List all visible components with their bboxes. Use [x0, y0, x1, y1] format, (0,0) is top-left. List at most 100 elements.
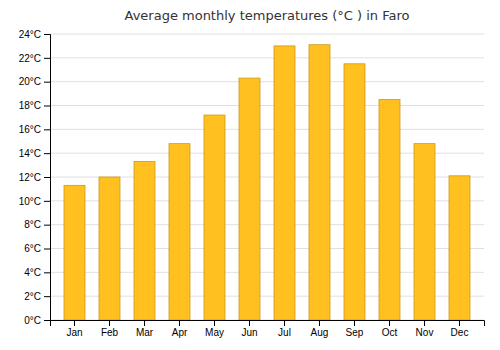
tick-label: 10°C	[19, 196, 41, 207]
tick-mark	[249, 320, 250, 326]
y-tick: 18°C	[19, 100, 50, 111]
tick-label: Apr	[172, 327, 188, 338]
axis-line	[44, 35, 51, 321]
y-tick: 2°C	[24, 291, 50, 302]
y-tick: 22°C	[19, 53, 50, 64]
bar	[274, 46, 295, 320]
bar	[414, 144, 435, 320]
tick-mark	[44, 249, 50, 250]
x-axis: Jan Feb Mar Apr May Jun Jul Aug Sep Oct Nov Dec	[51, 320, 485, 338]
bar	[239, 78, 260, 320]
tick-label: Jan	[66, 327, 82, 338]
tick-label: 14°C	[19, 148, 41, 159]
x-tick: Aug	[311, 320, 329, 338]
x-tick: Jul	[278, 320, 291, 338]
tick-mark	[214, 320, 215, 326]
tick-label: 8°C	[24, 219, 41, 230]
tick-mark	[44, 296, 50, 297]
tick-label: Dec	[451, 327, 469, 338]
tick-label: Mar	[136, 327, 154, 338]
x-tick: May	[205, 320, 224, 338]
grid-line	[50, 34, 484, 35]
y-tick: 8°C	[24, 219, 50, 230]
tick-mark	[44, 82, 50, 83]
grid-line	[50, 57, 484, 58]
tick-mark	[144, 320, 145, 326]
tick-mark	[44, 272, 50, 273]
tick-label: Sep	[346, 327, 364, 338]
tick-label: 0°C	[24, 315, 41, 326]
bar	[99, 177, 120, 320]
x-tick: Sep	[346, 320, 364, 338]
y-tick: 4°C	[24, 267, 50, 278]
y-tick: 14°C	[19, 148, 50, 159]
y-tick: 6°C	[24, 243, 50, 254]
tick-mark	[44, 106, 50, 107]
tick-label: Aug	[311, 327, 329, 338]
tick-mark	[459, 320, 460, 326]
tick-mark	[44, 225, 50, 226]
grid-line	[50, 129, 484, 130]
y-tick: 12°C	[19, 172, 50, 183]
bar	[309, 45, 330, 320]
x-tick: Mar	[136, 320, 154, 338]
y-tick: 0°C	[24, 315, 50, 326]
tick-label: 18°C	[19, 100, 41, 111]
tick-mark	[424, 320, 425, 326]
bar	[64, 185, 85, 320]
x-tick: Jun	[241, 320, 257, 338]
tick-mark	[44, 34, 50, 35]
tick-label: 22°C	[19, 53, 41, 64]
y-tick: 10°C	[19, 196, 50, 207]
tick-mark	[284, 320, 285, 326]
tick-label: 4°C	[24, 267, 41, 278]
y-axis: 0°C 2°C 4°C 6°C 8°C 10°C 12°C 14°C 16°C 18°C 20°C 2…	[19, 29, 51, 326]
tick-mark	[109, 320, 110, 326]
tick-mark	[319, 320, 320, 326]
tick-mark	[44, 129, 50, 130]
tick-mark	[179, 320, 180, 326]
x-tick: Feb	[101, 320, 119, 338]
bar	[379, 100, 400, 320]
tick-label: Jul	[278, 327, 291, 338]
tick-mark	[44, 201, 50, 202]
tick-mark	[44, 320, 50, 321]
title: Average monthly temperatures (°C ) in Fa…	[125, 8, 410, 23]
tick-label: Oct	[382, 327, 398, 338]
bar	[204, 115, 225, 320]
x-tick: Nov	[416, 320, 434, 338]
bars	[64, 45, 470, 320]
tick-label: May	[205, 327, 224, 338]
grid-line	[50, 105, 484, 106]
x-tick: Dec	[451, 320, 469, 338]
tick-label: 20°C	[19, 76, 41, 87]
bar	[169, 144, 190, 320]
tick-mark	[44, 177, 50, 178]
tick-mark	[44, 58, 50, 59]
grid-line	[50, 81, 484, 82]
y-tick: 20°C	[19, 76, 50, 87]
chart: 0°C 2°C 4°C 6°C 8°C 10°C 12°C 14°C 16°C 18°C 20°C 2…	[0, 0, 500, 350]
x-tick: Jan	[66, 320, 82, 338]
axis-line	[51, 321, 485, 327]
tick-label: 24°C	[19, 29, 41, 40]
tick-mark	[354, 320, 355, 326]
tick-label: 2°C	[24, 291, 41, 302]
tick-label: 6°C	[24, 243, 41, 254]
bar	[134, 162, 155, 320]
tick-label: Feb	[101, 327, 119, 338]
tick-label: 16°C	[19, 124, 41, 135]
tick-mark	[44, 153, 50, 154]
tick-label: Nov	[416, 327, 434, 338]
tick-mark	[74, 320, 75, 326]
x-tick: Apr	[172, 320, 188, 338]
grid	[50, 34, 484, 320]
x-tick: Oct	[382, 320, 398, 338]
y-tick: 16°C	[19, 124, 50, 135]
tick-label: 12°C	[19, 172, 41, 183]
tick-mark	[389, 320, 390, 326]
bar	[344, 64, 365, 320]
y-tick: 24°C	[19, 29, 50, 40]
bar	[449, 176, 470, 320]
tick-label: Jun	[241, 327, 257, 338]
